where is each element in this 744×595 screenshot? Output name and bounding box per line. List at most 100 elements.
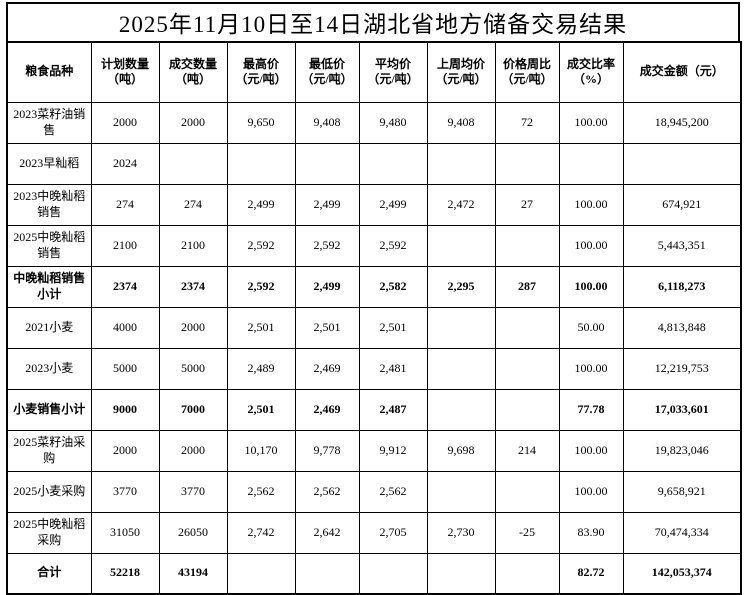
column-header: 计划数量 （吨）	[90, 41, 160, 103]
value-cell	[358, 552, 428, 595]
value-cell: 4,813,848	[622, 306, 742, 349]
table-row: 2025中晚籼稻采购 31050 26050 2,742 2,642 2,705 2,730…	[6, 511, 742, 554]
value-cell: 2,501	[358, 306, 428, 349]
value-cell: 52218	[90, 552, 160, 595]
column-header-line1: 成交金额（元）	[639, 64, 724, 79]
value-cell: 2,562	[294, 470, 360, 513]
value-cell: 2100	[90, 224, 160, 267]
value-cell: 2,501	[294, 306, 360, 349]
value-cell	[226, 142, 296, 185]
column-header: 价格周比 （元/吨）	[494, 41, 560, 103]
grain-variety-cell: 中晚籼稻销售小计	[6, 265, 92, 308]
value-cell	[426, 470, 496, 513]
value-cell	[426, 306, 496, 349]
value-cell	[294, 142, 360, 185]
value-cell: 2,499	[358, 183, 428, 226]
value-cell	[426, 142, 496, 185]
column-header-line1: 粮食品种	[25, 64, 74, 79]
column-header-line2: （元/吨）	[501, 72, 553, 87]
value-cell: 2000	[158, 429, 228, 472]
value-cell: 31050	[90, 511, 160, 554]
value-cell	[494, 388, 560, 431]
column-header: 平均价 （元/吨）	[358, 41, 428, 103]
value-cell: 2,499	[294, 265, 360, 308]
value-cell: 287	[494, 265, 560, 308]
value-cell: 17,033,601	[622, 388, 742, 431]
value-cell: 100.00	[558, 224, 624, 267]
table-row: 2023中晚籼稻销售 274 274 2,499 2,499 2,499 2,472 27 10…	[6, 183, 742, 226]
results-table: 粮食品种 计划数量 （吨） 成交数量 （吨） 最高价 （元/吨） 最低价 （元/吨） 平均价 （元/…	[6, 41, 742, 595]
value-cell	[622, 142, 742, 185]
column-header-line1: 最高价	[242, 56, 279, 71]
value-cell: 2,501	[226, 306, 296, 349]
value-cell: -25	[494, 511, 560, 554]
grain-variety-cell: 2023小麦	[6, 347, 92, 390]
value-cell: 27	[494, 183, 560, 226]
value-cell: 9,408	[426, 101, 496, 144]
page-title: 2025年11月10日至14日湖北省地方储备交易结果	[6, 2, 740, 41]
column-header: 最高价 （元/吨）	[226, 41, 296, 103]
value-cell: 2000	[158, 101, 228, 144]
value-cell: 10,170	[226, 429, 296, 472]
grain-variety-cell: 2021小麦	[6, 306, 92, 349]
value-cell: 2374	[90, 265, 160, 308]
value-cell: 3770	[90, 470, 160, 513]
value-cell: 5000	[90, 347, 160, 390]
value-cell: 2100	[158, 224, 228, 267]
value-cell: 2,499	[294, 183, 360, 226]
column-header-line1: 平均价	[374, 56, 411, 71]
header-row: 粮食品种 计划数量 （吨） 成交数量 （吨） 最高价 （元/吨） 最低价 （元/吨） 平均价 （元/…	[6, 41, 742, 103]
value-cell: 9,480	[358, 101, 428, 144]
value-cell: 26050	[158, 511, 228, 554]
value-cell: 2,582	[358, 265, 428, 308]
column-header: 成交比率 （%）	[558, 41, 624, 103]
column-header-line2: （吨）	[106, 72, 143, 87]
value-cell: 5,443,351	[622, 224, 742, 267]
value-cell: 19,823,046	[622, 429, 742, 472]
value-cell: 18,945,200	[622, 101, 742, 144]
value-cell: 2,489	[226, 347, 296, 390]
value-cell: 9,408	[294, 101, 360, 144]
table-row: 合计 52218 43194 82.72 142,053,374	[6, 552, 742, 595]
value-cell: 214	[494, 429, 560, 472]
table-row: 中晚籼稻销售小计 2374 2374 2,592 2,499 2,582 2,295 287 1…	[6, 265, 742, 308]
value-cell	[294, 552, 360, 595]
value-cell: 83.90	[558, 511, 624, 554]
value-cell	[494, 142, 560, 185]
value-cell: 2,481	[358, 347, 428, 390]
table-row: 2021小麦 4000 2000 2,501 2,501 2,501 50.00 4,813,…	[6, 306, 742, 349]
value-cell: 2,295	[426, 265, 496, 308]
column-header: 上周均价 （元/吨）	[426, 41, 496, 103]
value-cell: 674,921	[622, 183, 742, 226]
column-header-line1: 成交比率	[566, 56, 615, 71]
value-cell: 2,469	[294, 347, 360, 390]
value-cell: 2024	[90, 142, 160, 185]
column-header: 最低价 （元/吨）	[294, 41, 360, 103]
value-cell	[426, 552, 496, 595]
column-header-line1: 成交数量	[168, 56, 217, 71]
value-cell: 50.00	[558, 306, 624, 349]
value-cell	[358, 142, 428, 185]
value-cell: 2000	[90, 429, 160, 472]
value-cell: 2,469	[294, 388, 360, 431]
value-cell: 100.00	[558, 265, 624, 308]
value-cell: 43194	[158, 552, 228, 595]
value-cell: 2,501	[226, 388, 296, 431]
value-cell: 6,118,273	[622, 265, 742, 308]
value-cell: 70,474,334	[622, 511, 742, 554]
value-cell: 2,705	[358, 511, 428, 554]
value-cell: 2000	[158, 306, 228, 349]
table-row: 2025中晚籼稻销售 2100 2100 2,592 2,592 2,592 100.00 5…	[6, 224, 742, 267]
column-header-line2: （%）	[572, 72, 609, 87]
grain-variety-cell: 小麦销售小计	[6, 388, 92, 431]
column-header-line1: 上周均价	[436, 56, 485, 71]
value-cell: 77.78	[558, 388, 624, 431]
value-cell	[494, 470, 560, 513]
value-cell	[494, 224, 560, 267]
grain-variety-cell: 2025中晚籼稻销售	[6, 224, 92, 267]
grain-variety-cell: 2025小麦采购	[6, 470, 92, 513]
value-cell: 100.00	[558, 183, 624, 226]
grain-variety-cell: 2023早籼稻	[6, 142, 92, 185]
table-row: 2023菜籽油销售 2000 2000 9,650 9,408 9,480 9,408 72 1…	[6, 101, 742, 144]
